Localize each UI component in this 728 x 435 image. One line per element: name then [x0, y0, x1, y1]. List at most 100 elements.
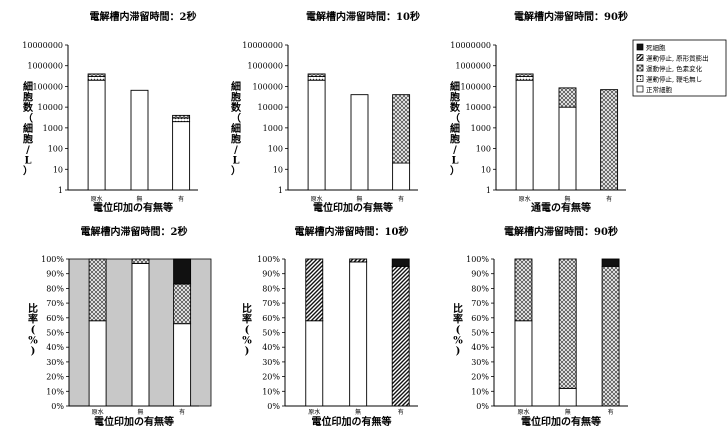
y-tick-label: 20%	[262, 373, 280, 382]
legend-label: 運動停止, 色素変化	[646, 64, 703, 73]
chart-title: 電解槽内滞留時間：90秒	[514, 10, 628, 23]
bar-segment-white	[558, 387, 577, 407]
bar-segment-black	[173, 258, 192, 285]
chart-panel-2: 電解槽内滞留時間：10秒 1 10 100 1000 10000 100000 1000000…	[230, 10, 420, 214]
legend-box	[632, 39, 727, 97]
y-tick-label: 50%	[471, 329, 489, 338]
chart-panel-4: 電解槽内滞留時間：2秒 0% 10% 20% 30% 40% 50% 60% 70% 80% 90%…	[28, 225, 212, 428]
y-tick-label: 10	[481, 165, 491, 174]
y-tick-label: 10000	[38, 103, 63, 112]
y-axis-title: 比率(%)	[453, 302, 463, 357]
bar-segment-hatch	[349, 258, 368, 263]
legend-label: 死細胞	[646, 43, 666, 52]
y-tick-label: 30%	[471, 358, 489, 367]
y-tick-label: 100%	[257, 255, 280, 264]
bar-segment-cross	[601, 265, 620, 407]
chart-panel-3: 電解槽内滞留時間：90秒 1 10 100 1000 10000 100000 1000000…	[449, 10, 628, 214]
bar-segment-white	[305, 320, 324, 407]
y-tick-label: 10000000	[242, 41, 283, 50]
y-tick-label: 100%	[466, 255, 489, 264]
x-category-label: 無	[565, 408, 571, 416]
y-tick-label: 10000000	[450, 41, 491, 50]
y-tick-label: 10%	[471, 387, 489, 396]
bar-segment-white	[558, 106, 577, 191]
chart-title: 電解槽内滞留時間：10秒	[306, 10, 420, 23]
legend-swatch-hatch	[636, 54, 644, 61]
y-tick-label: 1	[278, 186, 283, 195]
bar-segment-white	[172, 121, 191, 191]
bar-segment-white	[514, 320, 533, 407]
x-axis-title: 電位印加の有無等	[93, 201, 173, 214]
y-tick-label: 100000	[32, 82, 63, 91]
bar-segment-cross	[392, 94, 411, 164]
bar-segment-white	[350, 94, 369, 191]
bar-segment-cross	[131, 258, 150, 264]
legend-label: 運動停止, 鞭毛無し	[646, 75, 702, 84]
bar-segment-hatch	[391, 265, 410, 407]
y-tick-label: 10	[53, 165, 63, 174]
y-tick-label: 60%	[46, 314, 64, 323]
chart-title: 電解槽内滞留時間：2秒	[81, 225, 188, 238]
bar-segment-cross	[87, 73, 106, 77]
y-tick-label: 90%	[471, 270, 489, 279]
bar-segment-white	[88, 320, 107, 407]
y-tick-label: 30%	[46, 358, 64, 367]
y-tick-label: 10000	[258, 103, 283, 112]
x-category-label: 原水	[91, 195, 103, 203]
bar-segment-cross	[88, 258, 107, 322]
y-axis-title: 細胞数（細胞/L）	[22, 80, 34, 177]
legend-swatch-black	[636, 43, 644, 51]
x-category-label: 原水	[311, 195, 323, 203]
bar-segment-white	[87, 79, 106, 191]
bar-segment-hatch	[305, 258, 324, 322]
y-tick-label: 1000000	[27, 62, 63, 71]
y-tick-label: 0%	[267, 402, 280, 411]
x-category-label: 無	[136, 195, 142, 203]
x-category-label: 無	[564, 195, 570, 203]
x-category-label: 有	[178, 195, 184, 203]
bar-segment-cross	[172, 114, 191, 119]
y-tick-label: 20%	[46, 373, 64, 382]
bar-segment-white	[392, 162, 411, 191]
chart-title: 電解槽内滞留時間：90秒	[504, 225, 618, 238]
y-tick-label: 1000	[263, 124, 283, 133]
y-tick-label: 1000	[471, 124, 491, 133]
y-tick-label: 80%	[262, 284, 280, 293]
y-tick-label: 50%	[262, 329, 280, 338]
bar-segment-dots	[515, 76, 534, 81]
bar-segment-white	[307, 79, 326, 191]
y-tick-label: 70%	[46, 299, 64, 308]
y-tick-label: 60%	[262, 314, 280, 323]
bar-segment-dots	[87, 76, 106, 81]
y-tick-label: 80%	[471, 284, 489, 293]
bar-segment-cross	[173, 283, 192, 325]
bar-segment-cross	[558, 87, 577, 108]
bar-segment-black	[391, 258, 410, 267]
bar-segment-dots	[172, 117, 191, 123]
bar-segment-cross	[514, 258, 533, 322]
y-tick-label: 1000000	[247, 62, 283, 71]
x-category-label: 有	[398, 408, 404, 416]
y-tick-label: 70%	[471, 299, 489, 308]
bar-segment-dots	[307, 76, 326, 81]
y-tick-label: 90%	[46, 270, 64, 279]
y-axis-title: 細胞数（細胞/L）	[449, 80, 461, 177]
y-tick-label: 0%	[476, 402, 489, 411]
bar-segment-cross	[600, 89, 619, 191]
legend-swatch-dots	[636, 75, 644, 82]
x-category-label: 無	[137, 408, 143, 416]
bar-segment-cross	[307, 73, 326, 77]
x-category-label: 有	[606, 195, 612, 203]
legend-label: 正常細胞	[646, 85, 673, 94]
y-tick-label: 80%	[46, 284, 64, 293]
y-tick-label: 10000	[466, 103, 491, 112]
chart-panel-1: 電解槽内滞留時間：2秒 1 10 100 1000 10000 100000 1000000 1…	[22, 10, 198, 214]
y-tick-label: 20%	[471, 373, 489, 382]
x-category-label: 無	[356, 195, 362, 203]
x-category-label: 有	[179, 408, 185, 416]
x-axis-title: 電位印加の有無等	[521, 415, 601, 428]
y-tick-label: 100%	[41, 255, 64, 264]
chart-panel-5: 電解槽内滞留時間：10秒 0% 10% 20% 30% 40% 50% 60% 70% 80% 90…	[242, 225, 418, 428]
